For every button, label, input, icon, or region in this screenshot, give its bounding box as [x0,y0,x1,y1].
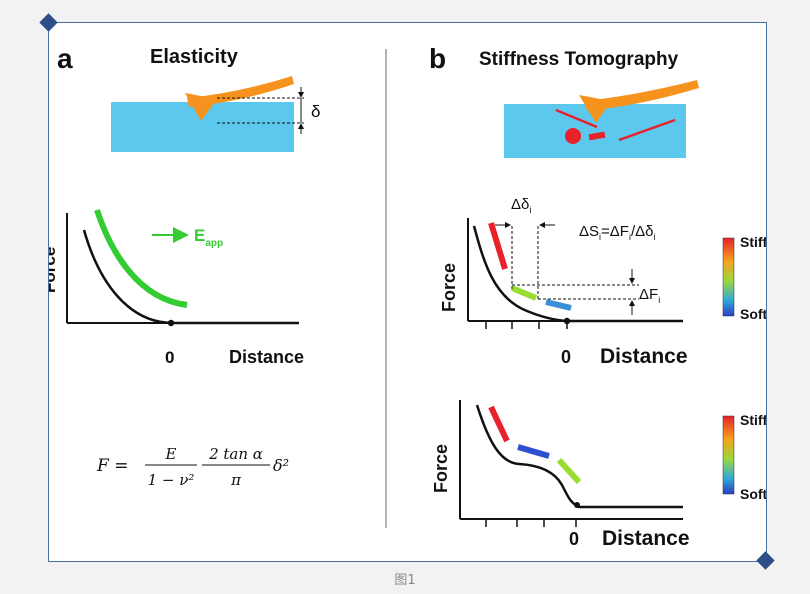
stiffness-equation: ΔSi=ΔFi/Δδi [579,223,656,242]
delta-force-label: ΔFi [639,286,660,305]
inclusion-block [588,131,606,141]
figure-canvas: a Elasticity δ Eapp [40,43,768,550]
inclusion-sphere [565,128,581,144]
colorbar-2-stiff: Stiff [740,412,766,428]
panel-b-title: Stiffness Tomography [479,49,679,70]
x-zero-label-b2: 0 [569,529,579,549]
svg-text:δ²: δ² [273,456,289,475]
segment-soft [545,299,572,311]
x-zero-label-b1: 0 [561,347,571,367]
afm-tip-icon [185,93,217,121]
x-zero-label: 0 [165,348,174,367]
afm-tip-b-icon [579,95,611,123]
x-axis-label-b1: Distance [600,345,688,368]
force-curve-b2 [475,404,683,509]
contact-point [167,319,175,327]
figure-caption: 图1 [394,573,416,588]
svg-text:2 tan α: 2 tan α [208,445,263,463]
svg-text:1 − ν²: 1 − ν² [148,471,195,489]
segment-mid [510,285,538,301]
colorbar-1-soft: Soft [740,306,766,322]
svg-text:F =: F = [96,456,128,476]
svg-text:E: E [165,445,177,463]
cantilever-b [584,80,699,111]
contact-point-b1 [563,317,571,325]
indentation-delta-label: δ [311,102,320,121]
stiffness-colorbar-2 [722,415,735,495]
segment-mid-2 [556,457,582,485]
force-curve-black [82,229,299,325]
delta-delta-label: Δδi [511,196,531,215]
segment-soft-2 [517,444,550,459]
panel-a: a Elasticity δ Eapp [40,43,320,489]
stiffness-colorbar-1 [722,237,735,317]
panel-b-letter: b [429,43,446,74]
y-axis-label-b1: Force [439,263,459,312]
figure-frame: a Elasticity δ Eapp [40,22,768,562]
inclusion-rod [618,118,676,142]
segment-stiff-2 [488,405,510,443]
contact-point-b2 [574,502,580,508]
x-axis-label-b2: Distance [602,527,690,550]
force-curve-b1 [472,225,683,323]
colorbar-2-soft: Soft [740,486,766,502]
colorbar-1-stiff: Stiff [740,234,766,250]
y-axis-label: Force [49,247,59,293]
panel-a-title: Elasticity [150,46,239,68]
energy-label: Eapp [194,226,223,249]
panel-b: b Stiffness Tomography [429,43,768,550]
svg-text:π: π [230,471,242,489]
force-curve-green [94,209,188,308]
segment-stiff [488,222,508,270]
y-axis-label-b2: Force [431,444,451,493]
hertz-formula: F = E 1 − ν² 2 tan α π δ² [96,445,289,489]
inclusion-line [555,108,598,129]
panel-a-letter: a [57,43,73,74]
x-axis-label: Distance [229,347,304,367]
